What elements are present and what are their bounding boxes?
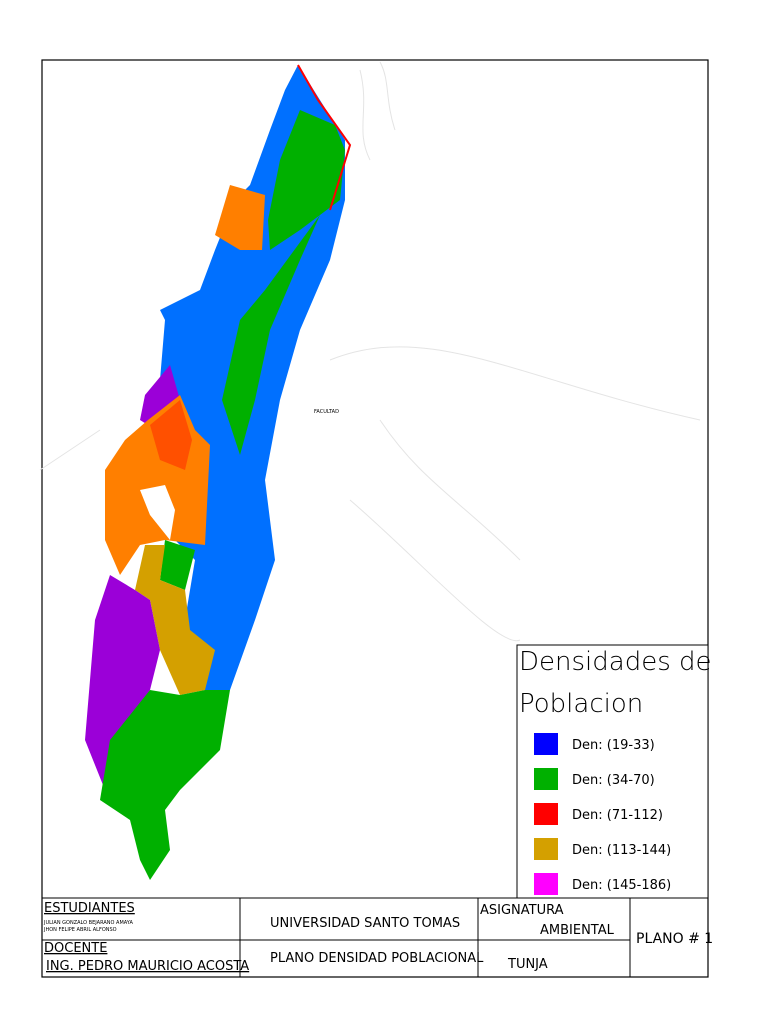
title-block-text: ESTUDIANTES JULIAN GONZALO BEJARANO AMAY… <box>43 901 713 974</box>
legend-swatch <box>534 803 558 825</box>
map: FACULTAD <box>39 61 701 880</box>
teacher: ING. PEDRO MAURICIO ACOSTA <box>46 959 249 974</box>
plan-name: PLANO DENSIDAD POBLACIONAL <box>270 951 484 966</box>
zone-orange <box>215 185 265 250</box>
legend-swatch <box>534 838 558 860</box>
legend: Densidades de Poblacion Den: (19-33)Den:… <box>516 644 712 899</box>
teacher-heading: DOCENTE <box>44 941 107 956</box>
zone-blank <box>140 485 175 540</box>
legend-label: Den: (145-186) <box>572 878 671 893</box>
university: UNIVERSIDAD SANTO TOMAS <box>270 916 460 931</box>
zone-green <box>160 540 195 590</box>
zone-purple <box>85 575 160 790</box>
title-block-frame <box>41 897 709 978</box>
zone-red-orange <box>150 400 192 470</box>
legend-items: Den: (19-33) Den: (34-70) Den: (71-112) Den… <box>534 733 671 895</box>
student: JULIAN GONZALO BEJARANO AMAYA <box>43 920 133 926</box>
legend-swatch <box>534 768 558 790</box>
boundary-outline <box>297 64 352 211</box>
legend-swatch <box>534 873 558 895</box>
zone-green <box>100 690 230 880</box>
subject: AMBIENTAL <box>540 923 615 938</box>
legend-title: Poblacion <box>519 689 643 719</box>
map-label: FACULTAD <box>314 409 339 415</box>
city: TUNJA <box>507 957 548 972</box>
zone-green <box>222 215 320 455</box>
zone-green <box>268 110 345 250</box>
legend-label: Den: (113-144) <box>572 843 671 858</box>
legend-swatch <box>534 733 558 755</box>
student: JHON FELIPE ABRIL ALFONSO <box>43 927 117 933</box>
legend-label: Den: (19-33) <box>572 738 655 753</box>
legend-title: Densidades de <box>519 647 712 677</box>
background-roads <box>39 61 701 642</box>
title-block <box>41 897 709 978</box>
zone-gold <box>135 545 215 695</box>
zone-purple <box>140 365 180 425</box>
subject-heading: ASIGNATURA <box>480 903 564 918</box>
students-heading: ESTUDIANTES <box>44 901 135 916</box>
legend-label: Den: (34-70) <box>572 773 655 788</box>
plan-number: PLANO # 1 <box>636 931 713 947</box>
legend-label: Den: (71-112) <box>572 808 663 823</box>
